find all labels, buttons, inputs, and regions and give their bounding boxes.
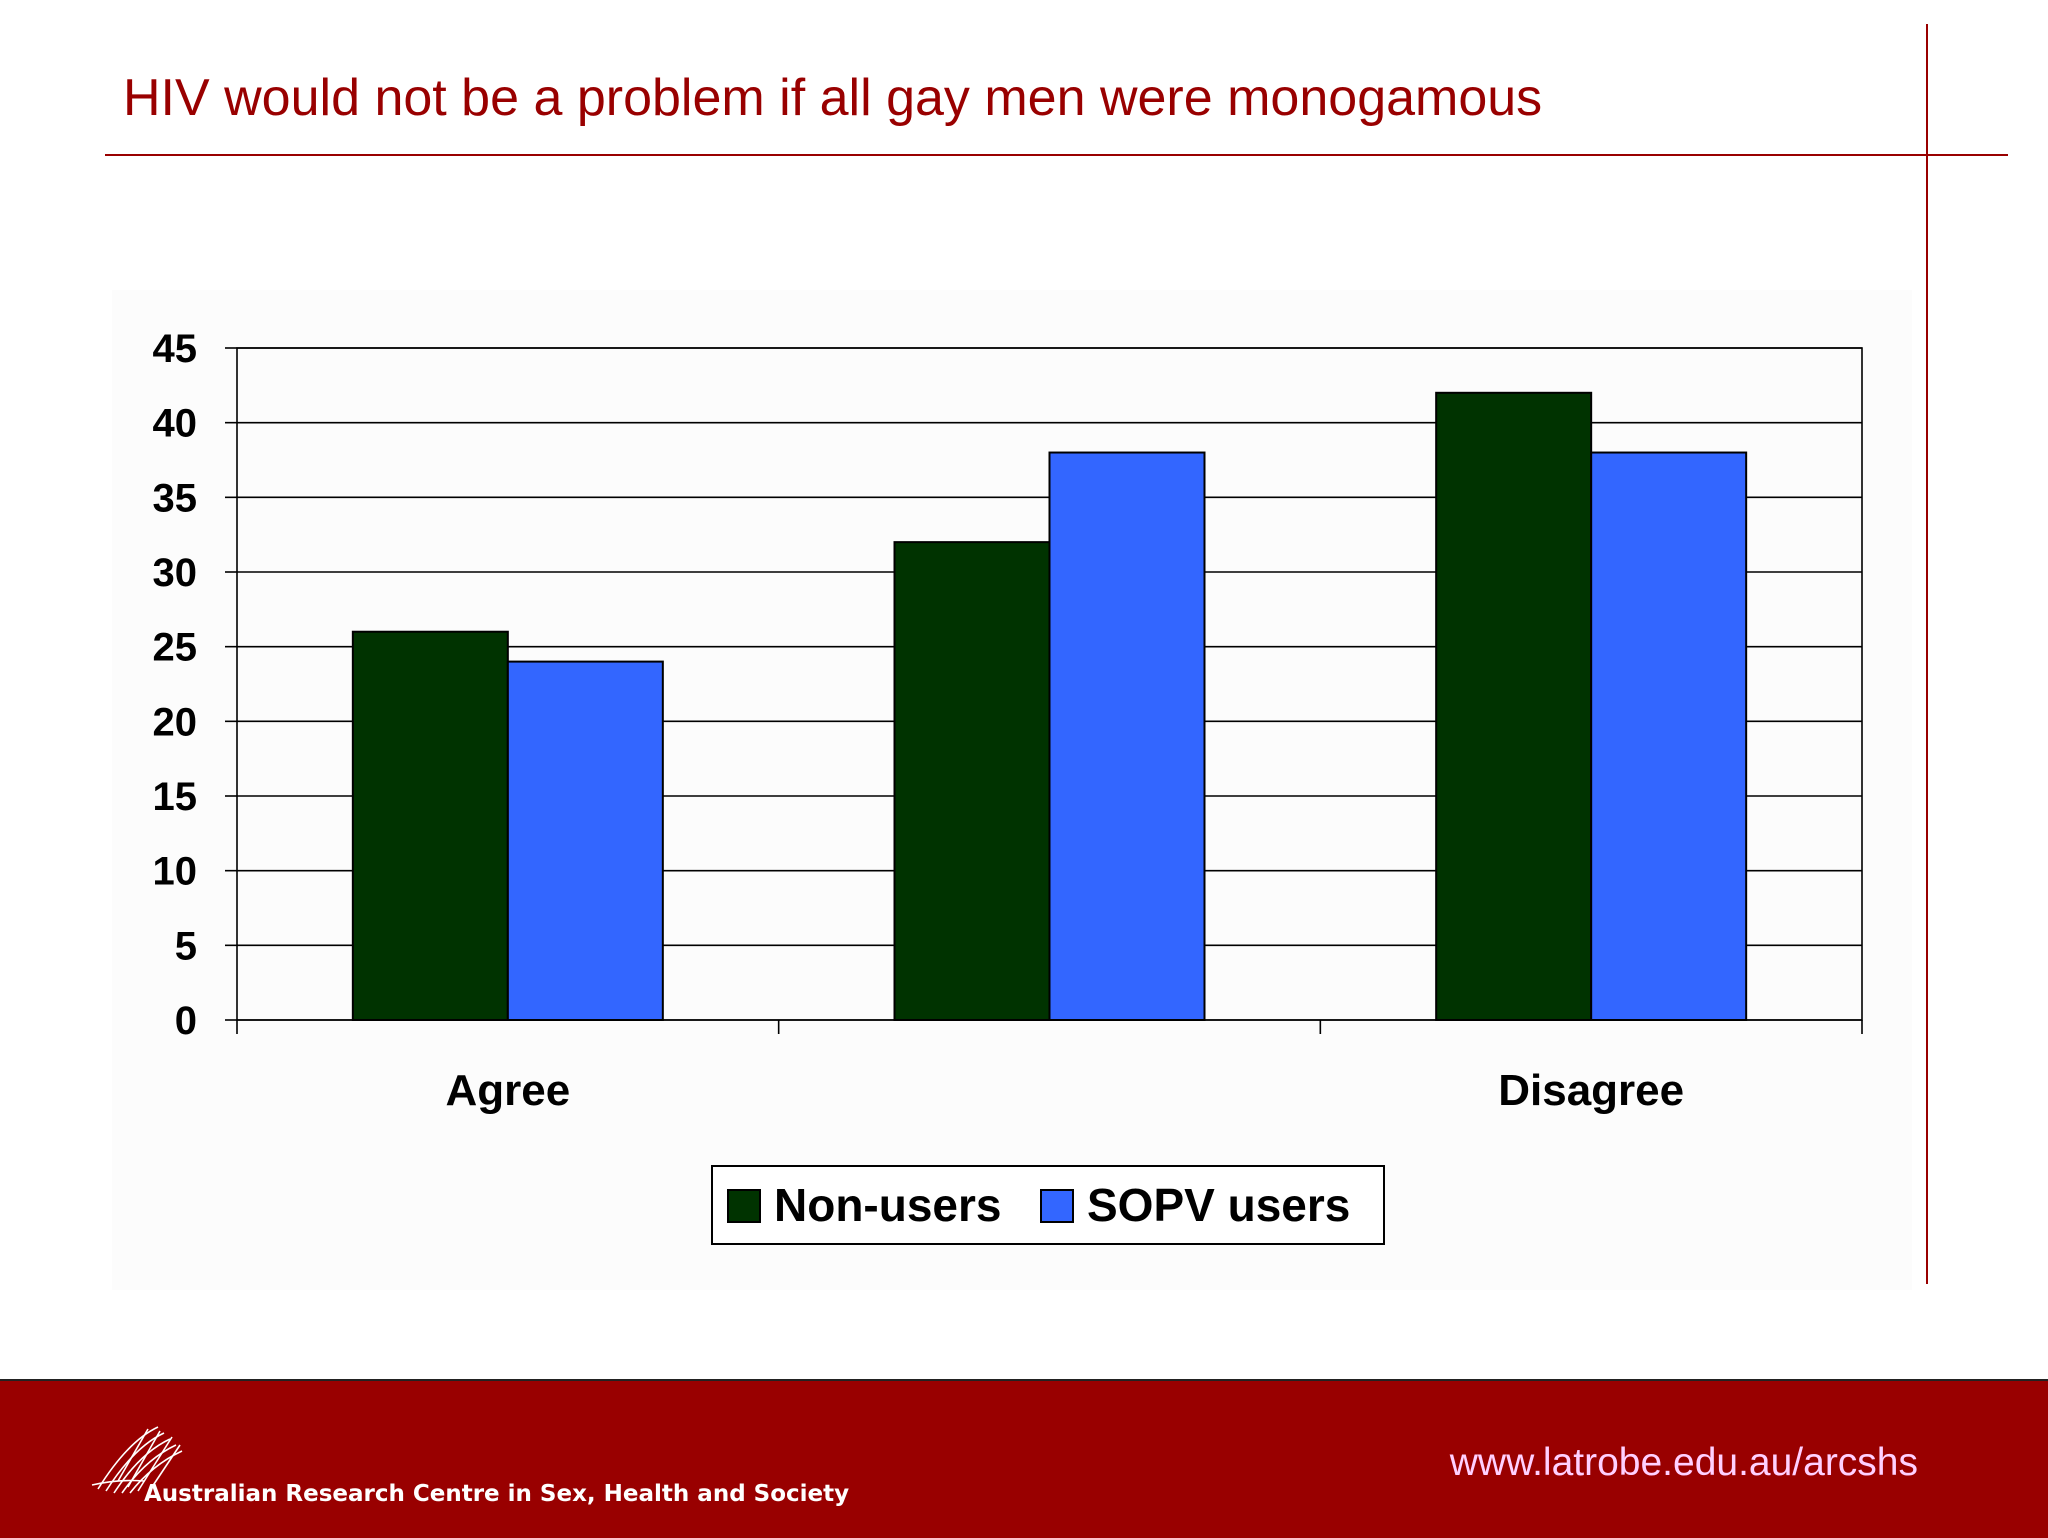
bars — [351, 391, 1748, 1022]
bar-non-users-0 — [351, 630, 509, 1021]
y-tick-label: 30 — [153, 551, 198, 595]
y-tick-label: 10 — [153, 850, 198, 894]
bar-sopv-users-2 — [1590, 451, 1748, 1022]
bar-sopv-users-1 — [1048, 451, 1206, 1022]
axes — [225, 347, 1863, 1034]
x-category-labels: Agree Disagree — [445, 1066, 1684, 1115]
chart-area: 0 5 10 15 20 25 30 35 40 45 Agree Disagree Non-use… — [112, 290, 1912, 1290]
legend-swatch-0 — [727, 1189, 761, 1223]
x-category-label: Agree — [445, 1066, 570, 1115]
y-tick-label: 40 — [153, 402, 198, 446]
website-link[interactable]: www.latrobe.edu.au/arcshs — [1449, 1441, 1918, 1484]
slide-title: HIV would not be a problem if all gay me… — [123, 69, 1543, 127]
bar-non-users-2 — [1435, 391, 1593, 1022]
legend-label: Non-users — [774, 1179, 1001, 1231]
legend-label: SOPV users — [1087, 1179, 1350, 1231]
x-category-label: Disagree — [1498, 1066, 1684, 1115]
y-tick-label: 45 — [153, 327, 198, 371]
y-tick-label: 5 — [175, 924, 197, 968]
side-divider — [1926, 24, 1928, 1284]
footer-banner: Australian Research Centre in Sex, Healt… — [0, 1379, 2048, 1538]
y-tick-label: 20 — [153, 700, 198, 744]
organization-name: Australian Research Centre in Sex, Healt… — [144, 1481, 850, 1507]
title-divider — [105, 154, 2008, 156]
bar-non-users-1 — [893, 541, 1051, 1021]
plot-border — [236, 347, 1863, 1021]
arcshs-logo-icon — [91, 1426, 183, 1494]
y-tick-label: 15 — [153, 775, 198, 819]
bar-chart: 0 5 10 15 20 25 30 35 40 45 Agree Disagree Non-use… — [153, 327, 1863, 1245]
y-tick-label: 25 — [153, 626, 198, 670]
legend-swatch-1 — [1040, 1189, 1074, 1223]
legend: Non-users SOPV users — [711, 1165, 1385, 1245]
y-tick-label: 0 — [175, 999, 197, 1043]
bar-sopv-users-0 — [506, 660, 664, 1021]
y-tick-label: 35 — [153, 476, 198, 520]
y-tick-labels: 0 5 10 15 20 25 30 35 40 45 — [153, 327, 198, 1043]
